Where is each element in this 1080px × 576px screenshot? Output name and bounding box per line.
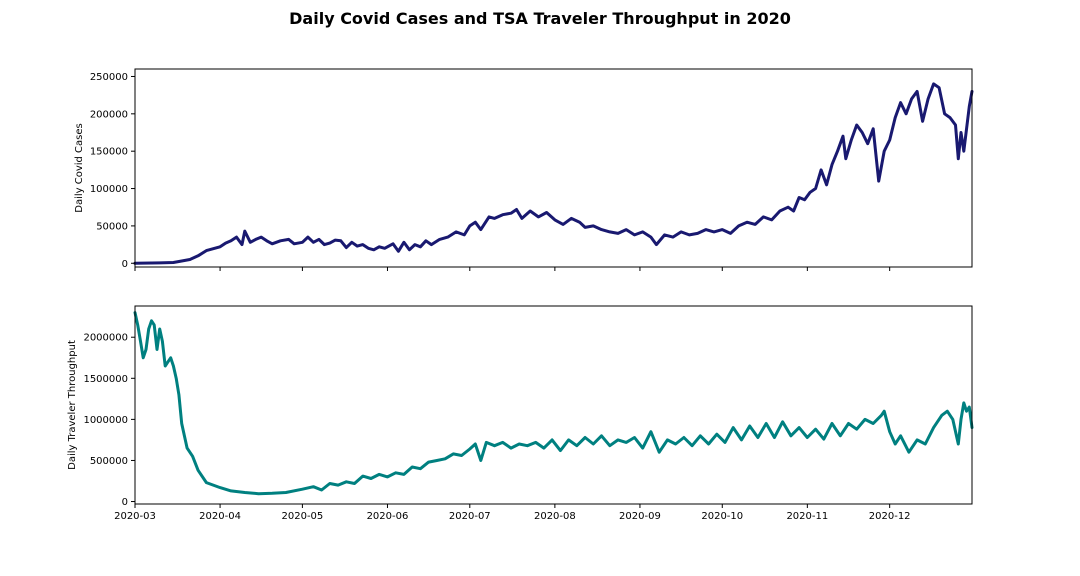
plot-frame [134,305,973,505]
y-tick-label: 1500000 [83,374,128,385]
y-tick-label: 150000 [90,147,128,158]
x-tick-label: 2020-09 [619,511,661,522]
y-tick-label: 0 [122,259,128,270]
x-tick-label: 2020-10 [701,511,743,522]
x-tick-label: 2020-12 [869,511,911,522]
y-tick-label: 100000 [90,184,128,195]
plot-frame [134,68,973,268]
x-tick-label: 2020-03 [114,511,156,522]
y-tick-label: 500000 [90,456,128,467]
figure-title: Daily Covid Cases and TSA Traveler Throu… [289,9,791,28]
x-tick-label: 2020-07 [449,511,491,522]
y-tick-label: 1000000 [83,415,128,426]
x-tick-label: 2020-05 [282,511,324,522]
y-tick-label: 0 [122,497,128,508]
chart-panel-2: 0 500000 1000000 1500000 2000000 2020-03 2020-… [67,305,974,522]
series-line [133,311,974,496]
x-tick-label: 2020-08 [534,511,576,522]
chart-panel-1: 0 50000 100000 150000 200000 250000 Daily Covi… [74,68,974,271]
y-tick-label: 50000 [96,221,128,232]
y-tick-label: 250000 [90,72,128,83]
x-tick-label: 2020-04 [199,511,241,522]
y-axis-label: Daily Covid Cases [74,123,85,213]
y-tick-label: 2000000 [83,333,128,344]
y-tick-label: 200000 [90,109,128,120]
x-tick-label: 2020-11 [786,511,828,522]
y-axis-label: Daily Traveler Throughput [67,340,78,470]
series-line [133,82,974,265]
x-tick-label: 2020-06 [367,511,409,522]
